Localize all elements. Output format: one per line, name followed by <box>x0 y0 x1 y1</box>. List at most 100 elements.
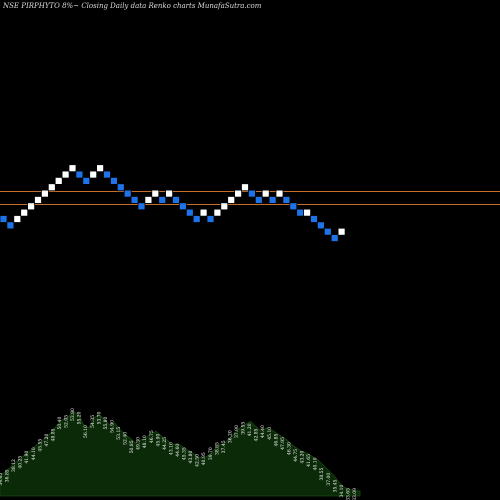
renko-brick-down <box>103 170 111 179</box>
volume-label: 43.10 <box>168 442 174 455</box>
volume-label: 49.30 <box>136 437 142 450</box>
caption-description: Closing Daily data Renko charts MunafaSu… <box>81 2 261 10</box>
volume-label: 48.85 <box>50 428 56 441</box>
renko-brick-down <box>192 215 201 223</box>
volume-label: 37.00 <box>326 473 332 486</box>
renko-brick-down <box>0 215 8 223</box>
renko-brick-down <box>296 208 305 217</box>
renko-brick-down <box>289 202 298 211</box>
renko-brick-up <box>89 170 98 179</box>
volume-label: 47.20 <box>44 433 50 446</box>
volume-label: 40.25 <box>18 456 24 469</box>
volume-label: 46.30 <box>286 442 292 455</box>
renko-brick-down <box>110 176 118 185</box>
volume-label: 37.90 <box>234 425 240 438</box>
volume-label: 38.55 <box>319 467 325 480</box>
volume-label: 45.10 <box>267 427 273 440</box>
volume-label: 38.12 <box>11 459 17 472</box>
volume-label: 53.15 <box>116 427 122 440</box>
chart-caption: NSE PIRPHYTO 8%~ Closing Daily data Renk… <box>2 2 262 10</box>
renko-brick-up <box>54 176 63 185</box>
renko-brick-down <box>330 234 339 242</box>
volume-label: 56.10 <box>83 425 89 438</box>
volume-label: 33.65 <box>345 488 351 500</box>
volume-label: 39.55 <box>241 422 247 435</box>
renko-brick-down <box>6 221 15 230</box>
volume-label: 44.10 <box>31 447 37 460</box>
volume-label: 34.65 <box>0 473 4 486</box>
renko-brick-up <box>275 189 284 198</box>
caption-symbol: NSE PIRPHYTO <box>2 2 60 10</box>
volume-label: 46.75 <box>149 430 155 443</box>
volume-label: 42.85 <box>254 428 260 441</box>
renko-brick-down <box>158 196 167 204</box>
volume-label: 55.80 <box>103 416 109 429</box>
volume-label: 46.85 <box>273 433 279 446</box>
renko-brick-up <box>27 202 36 211</box>
volume-label: 54.35 <box>90 415 96 428</box>
volume-label: 35.45 <box>332 479 338 492</box>
caption-sep: ~ <box>73 2 79 10</box>
volume-label: 36.85 <box>5 469 11 482</box>
volume-panel <box>0 410 361 497</box>
renko-brick-up <box>20 208 29 217</box>
renko-brick-up <box>34 196 42 204</box>
volume-label: 43.20 <box>300 450 306 463</box>
renko-brick-up <box>261 189 270 198</box>
renko-brick-up <box>199 208 208 217</box>
volume-label: 50.40 <box>57 416 63 429</box>
renko-brick-up <box>144 196 153 204</box>
renko-brick-up <box>96 164 104 173</box>
volume-label: 38.85 <box>214 442 220 455</box>
renko-brick-down <box>316 221 325 230</box>
renko-brick-down <box>310 215 318 223</box>
renko-brick-up <box>227 196 236 204</box>
renko-brick-down <box>172 196 180 204</box>
volume-label: 52.40 <box>123 432 129 445</box>
volume-label: 42.50 <box>195 454 201 467</box>
volume-label: 33.09 <box>352 488 358 500</box>
volume-label: 39.70 <box>208 447 214 460</box>
renko-brick-up <box>303 208 312 217</box>
volume-label: 36.20 <box>227 430 233 443</box>
volume-label: 44.40 <box>260 425 266 438</box>
volume-label: 45.35 <box>182 447 188 460</box>
volume-label: 50.85 <box>129 440 135 453</box>
renko-brick-up <box>61 170 70 179</box>
renko-brick-up <box>220 202 229 211</box>
renko-brick-down <box>178 202 187 211</box>
volume-label: 55.20 <box>77 411 83 424</box>
volume-label: 34.10 <box>339 484 345 497</box>
volume-label: 53.80 <box>70 408 76 421</box>
volume-label: 40.95 <box>201 452 207 465</box>
renko-brick-down <box>247 189 256 198</box>
caption-brick-pct: 8% <box>62 2 73 10</box>
renko-brick-up <box>337 227 346 236</box>
renko-brick-up <box>234 189 243 198</box>
renko-brick-down <box>185 208 194 217</box>
renko-brick-down <box>123 189 132 198</box>
volume-label: 44.25 <box>162 437 168 450</box>
volume-label: 41.20 <box>247 423 253 436</box>
renko-brick-up <box>151 189 160 198</box>
renko-bricks <box>0 164 346 242</box>
renko-brick-down <box>82 176 91 185</box>
renko-brick-down <box>130 196 139 204</box>
volume-label: 44.60 <box>175 444 181 457</box>
renko-brick-down <box>206 215 215 223</box>
renko-brick-up <box>68 164 77 173</box>
renko-brick-down <box>116 183 125 192</box>
volume-area <box>0 410 361 497</box>
renko-brick-down <box>137 202 146 211</box>
renko-brick-down <box>254 196 263 204</box>
renko-brick-down <box>323 227 332 236</box>
volume-label: 52.05 <box>64 415 70 428</box>
volume-label: 41.90 <box>24 450 30 463</box>
volume-label: 37.45 <box>221 440 227 453</box>
volume-label: 40.10 <box>313 457 319 470</box>
renko-brick-up <box>213 208 222 217</box>
renko-brick-up <box>241 183 249 192</box>
volume-label: 47.95 <box>280 437 286 450</box>
